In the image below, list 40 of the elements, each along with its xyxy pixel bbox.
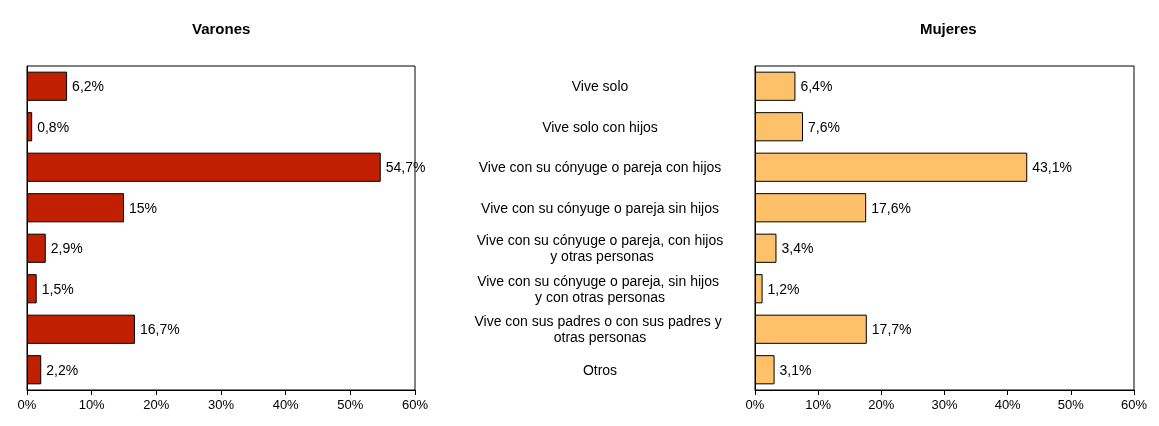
data-label: 16,7%: [139, 321, 180, 338]
x-tick-label: 10%: [805, 397, 832, 412]
x-tick-label: 0%: [17, 397, 37, 412]
x-tick-label: 50%: [337, 397, 364, 412]
x-tick-label: 0%: [745, 397, 765, 412]
y-tick-label: Vive con su cónyuge o pareja sin hijos: [481, 199, 719, 216]
data-label: 3,4%: [781, 240, 814, 257]
x-tick-label: 60%: [1120, 397, 1148, 412]
data-label: 1,5%: [41, 280, 74, 297]
x-tick-label: 10%: [78, 397, 106, 412]
data-label: 0,8%: [37, 118, 70, 135]
data-label: 1,2%: [767, 280, 800, 297]
x-tick-label: 60%: [401, 397, 429, 412]
data-label: 2,2%: [46, 361, 79, 378]
data-label: 54,7%: [385, 159, 426, 176]
data-label: 3,1%: [779, 361, 812, 378]
x-tick-label: 50%: [1057, 397, 1085, 412]
x-tick-label: 30%: [207, 397, 235, 412]
chart-title: Mujeres: [919, 20, 977, 37]
y-tick-label: Otros: [582, 361, 618, 378]
x-tick-label: 20%: [868, 397, 895, 412]
data-label: 43,1%: [1032, 159, 1072, 176]
data-label: 6,4%: [800, 78, 833, 95]
y-tick-label: Vive con su cónyuge o pareja con hijos: [478, 159, 722, 176]
data-label: 6,2%: [72, 78, 105, 95]
data-label: 15%: [129, 199, 158, 216]
y-tick-label: Vive solo con hijos: [542, 118, 658, 135]
x-tick-label: 20%: [143, 397, 170, 412]
y-tick-label: Vive con su cónyuge o pareja, sin hijos y con otras personas: [477, 272, 723, 305]
y-tick-label: Vive solo: [571, 78, 629, 95]
data-label: 7,6%: [808, 118, 840, 135]
x-tick-label: 30%: [931, 397, 958, 412]
x-tick-label: 40%: [272, 397, 300, 412]
data-label: 17,6%: [871, 199, 911, 216]
y-tick-label: Vive con sus padres o con sus padres y otras personas: [474, 313, 726, 346]
y-tick-label: Vive con su cónyuge o pareja, con hijos y otras personas: [476, 232, 724, 265]
data-label: 17,7%: [871, 321, 912, 338]
x-tick-label: 40%: [994, 397, 1022, 412]
chart-title: Varones: [192, 20, 251, 37]
data-label: 2,9%: [50, 240, 83, 257]
